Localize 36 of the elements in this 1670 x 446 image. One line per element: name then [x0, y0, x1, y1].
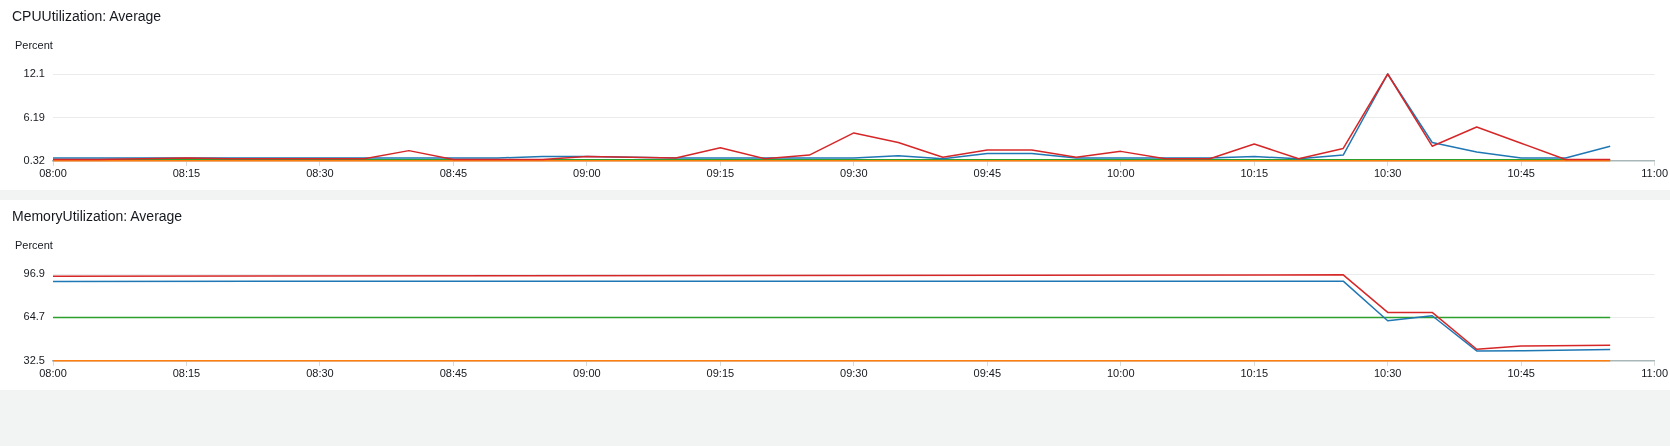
x-tick-label: 09:15	[706, 367, 735, 380]
y-axis-title: Percent	[15, 39, 53, 51]
chart-title: CPUUtilization: Average	[12, 8, 162, 24]
x-tick-label: 08:45	[439, 167, 468, 180]
x-tick-label: 09:30	[840, 167, 868, 180]
x-tick-label: 09:15	[706, 167, 735, 180]
x-tick-label: 09:45	[973, 367, 1002, 380]
x-tick-label: 10:45	[1507, 367, 1535, 380]
x-tick-label: 10:15	[1240, 167, 1268, 180]
x-tick-label: 09:45	[973, 167, 1002, 180]
x-tick-label: 09:30	[840, 367, 868, 380]
x-tick-label: 08:00	[39, 167, 67, 180]
x-tick-label: 08:45	[439, 367, 468, 380]
x-tick-label: 11:00	[1641, 167, 1668, 180]
y-tick-label: 0.32	[23, 153, 45, 166]
x-tick-label: 10:30	[1373, 367, 1402, 380]
y-tick-label: 6.19	[23, 110, 45, 123]
y-tick-label: 64.7	[23, 310, 45, 323]
x-tick-label: 10:00	[1107, 167, 1135, 180]
x-tick-label: 08:15	[172, 167, 201, 180]
y-tick-label: 32.5	[23, 353, 45, 366]
chart-title: MemoryUtilization: Average	[12, 208, 183, 224]
y-tick-label: 12.1	[23, 67, 45, 80]
y-tick-label: 96.9	[23, 267, 45, 280]
x-tick-label: 08:30	[306, 167, 334, 180]
x-tick-label: 10:45	[1507, 167, 1535, 180]
x-tick-label: 10:15	[1240, 367, 1268, 380]
x-tick-label: 08:00	[39, 367, 67, 380]
x-tick-label: 10:00	[1107, 367, 1135, 380]
x-tick-label: 08:30	[306, 367, 334, 380]
x-tick-label: 09:00	[573, 167, 601, 180]
x-tick-label: 11:00	[1641, 367, 1668, 380]
x-tick-label: 10:30	[1373, 167, 1402, 180]
x-tick-label: 08:15	[172, 367, 201, 380]
x-tick-label: 09:00	[573, 367, 601, 380]
y-axis-title: Percent	[15, 239, 53, 251]
